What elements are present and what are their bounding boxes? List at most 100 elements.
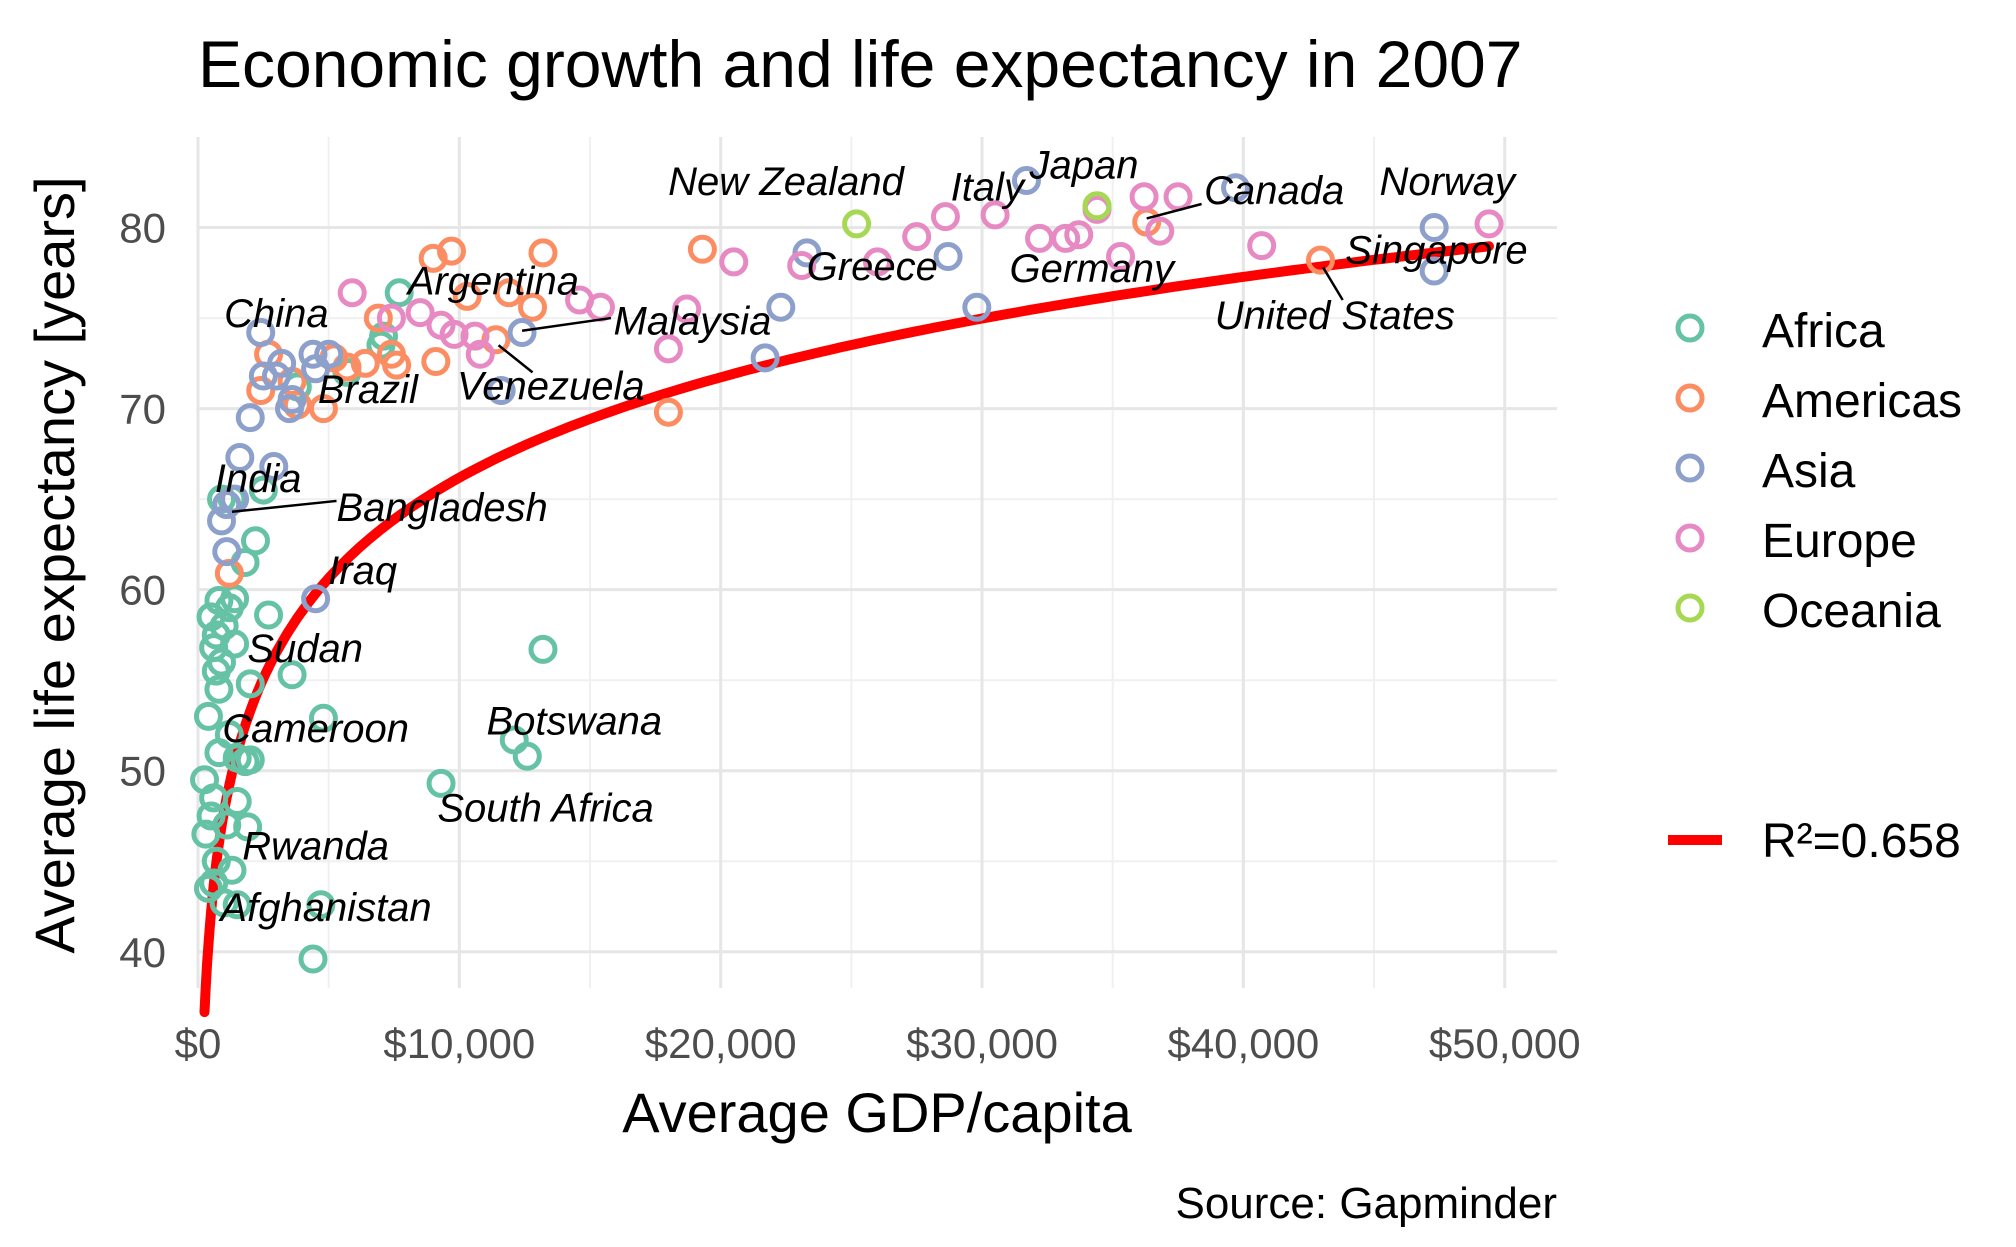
- x-axis-title: Average GDP/capita: [622, 1081, 1132, 1144]
- data-point-europe: [1163, 182, 1193, 212]
- data-point-europe: [460, 321, 490, 351]
- country-labels: New Zealand Italy Japan Canada Norway Argenti…: [215, 144, 1528, 930]
- data-point-africa: [204, 674, 234, 704]
- data-point-europe: [930, 202, 960, 232]
- country-label: Rwanda: [242, 824, 389, 868]
- y-axis-title: Average life expectancy [years]: [23, 176, 86, 953]
- data-point-africa: [308, 703, 338, 733]
- data-point-americas: [518, 292, 548, 322]
- data-point-europe: [337, 278, 367, 308]
- data-point-americas: [363, 303, 393, 333]
- y-axis-ticks: 40 50 60 70 80: [119, 205, 166, 976]
- country-label: Bangladesh: [337, 486, 548, 530]
- data-point-asia: [259, 452, 289, 482]
- leader-line: [521, 316, 612, 332]
- data-point-europe: [653, 334, 683, 364]
- data-point-africa: [233, 812, 263, 842]
- country-label: Norway: [1379, 160, 1518, 204]
- data-point-americas: [308, 394, 338, 424]
- x-tick-label: $50,000: [1429, 1020, 1581, 1067]
- data-point-europe: [1106, 242, 1136, 272]
- x-tick-label: $40,000: [1167, 1020, 1319, 1067]
- legend: Africa Americas Asia Europe Oceania R²=0.658: [1668, 305, 1962, 868]
- data-point-americas: [1305, 245, 1335, 275]
- data-point-europe: [980, 200, 1010, 230]
- country-label: Japan: [1028, 144, 1138, 188]
- data-point-africa: [199, 783, 229, 813]
- country-label: Singapore: [1345, 229, 1527, 273]
- country-label: Iraq: [328, 549, 397, 593]
- data-point-asia: [301, 584, 331, 614]
- data-point-asia: [750, 343, 780, 373]
- data-point-asia: [212, 537, 242, 567]
- data-point-americas: [452, 281, 482, 311]
- data-point-africa: [193, 701, 223, 731]
- data-point-europe: [426, 310, 456, 340]
- data-point-asia: [507, 318, 537, 348]
- legend-label: Africa: [1762, 305, 1885, 358]
- x-tick-label: $30,000: [906, 1020, 1058, 1067]
- x-tick-label: $0: [175, 1020, 222, 1067]
- country-label: South Africa: [437, 786, 653, 830]
- data-point-asia: [207, 506, 237, 536]
- label-leaders: [231, 202, 1344, 514]
- data-point-africa: [248, 475, 278, 505]
- country-label: Brazil: [318, 368, 419, 412]
- country-label: Greece: [807, 245, 938, 289]
- data-point-europe: [1129, 182, 1159, 212]
- data-point-africa: [235, 669, 265, 699]
- country-label: Cameroon: [222, 707, 409, 751]
- data-point-africa: [204, 586, 234, 616]
- data-point-americas: [494, 278, 524, 308]
- data-point-africa: [426, 768, 456, 798]
- leader-line: [497, 344, 534, 374]
- country-label: Germany: [1010, 247, 1177, 291]
- data-point-europe: [787, 251, 817, 281]
- data-point-americas: [246, 375, 276, 405]
- data-point-americas: [528, 238, 558, 268]
- data-point-europe: [1145, 216, 1175, 246]
- legend-label: Oceania: [1762, 585, 1941, 638]
- legend-key-asia: [1675, 453, 1705, 483]
- y-tick-label: 70: [119, 386, 166, 433]
- country-label: Argentina: [406, 260, 579, 304]
- country-label: Sudan: [247, 627, 363, 671]
- data-point-europe: [902, 222, 932, 252]
- legend-key-europe: [1675, 523, 1705, 553]
- legend-label: Asia: [1762, 445, 1856, 498]
- x-axis-ticks: $0 $10,000 $20,000 $30,000 $40,000 $50,000: [175, 1020, 1581, 1067]
- y-tick-label: 80: [119, 205, 166, 252]
- data-point-europe: [1064, 220, 1094, 250]
- data-point-africa: [298, 944, 328, 974]
- data-point-asia: [962, 292, 992, 322]
- data-point-americas: [687, 234, 717, 264]
- country-label: New Zealand: [668, 160, 905, 204]
- plot-grid: [196, 137, 1557, 988]
- chart-title: Economic growth and life expectancy in 2…: [198, 27, 1522, 101]
- data-point-asia: [933, 242, 963, 272]
- data-point-europe: [672, 294, 702, 324]
- country-label: Italy: [951, 165, 1027, 209]
- y-tick-label: 50: [119, 748, 166, 795]
- legend-key-americas: [1675, 383, 1705, 413]
- country-label: Afghanistan: [218, 886, 431, 930]
- data-point-oceania: [842, 209, 872, 239]
- data-point-africa: [254, 600, 284, 630]
- country-label: Venezuela: [457, 365, 645, 409]
- leader-line: [1322, 266, 1344, 301]
- leader-line: [231, 499, 337, 514]
- data-point-europe: [405, 298, 435, 328]
- data-point-americas: [421, 347, 451, 377]
- data-point-americas: [350, 348, 380, 378]
- country-label: Canada: [1204, 169, 1344, 213]
- data-point-africa: [204, 738, 234, 768]
- data-point-africa: [240, 526, 270, 556]
- data-point-africa: [220, 629, 250, 659]
- data-point-europe: [719, 247, 749, 277]
- source-caption: Source: Gapminder: [1175, 1179, 1557, 1228]
- country-label: Malaysia: [614, 299, 772, 343]
- leader-line: [1146, 202, 1202, 220]
- data-point-europe: [863, 247, 892, 277]
- data-point-asia: [261, 361, 291, 391]
